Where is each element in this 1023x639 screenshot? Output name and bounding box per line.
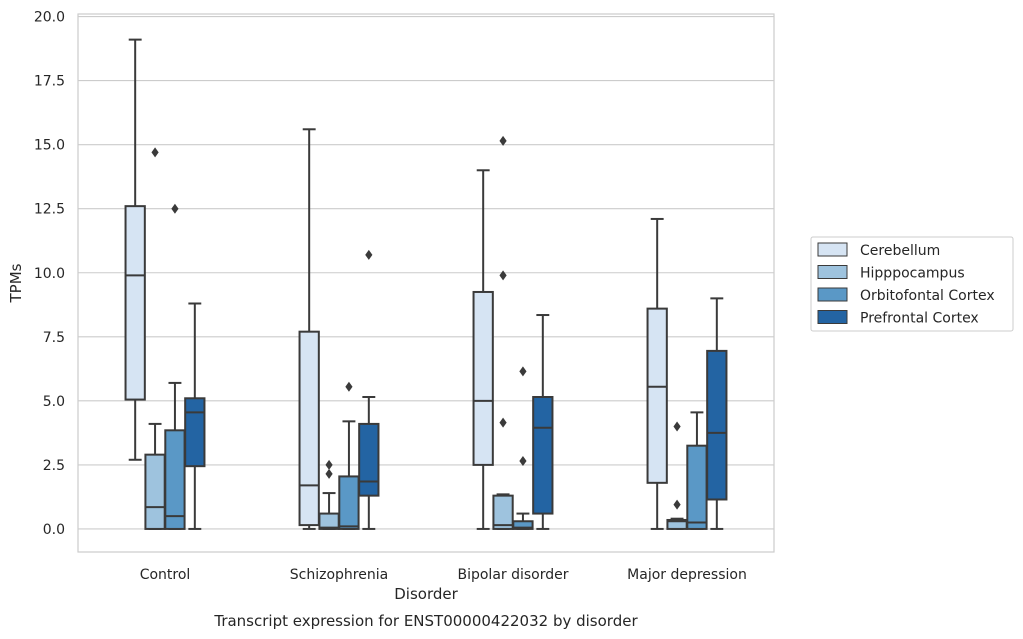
y-tick-label: 15.0 (34, 138, 65, 154)
box-iqr (492, 494, 514, 530)
box-hipppocampus (318, 459, 340, 530)
outlier-point (345, 381, 353, 392)
legend-label: Hipppocampus (860, 266, 965, 282)
y-tick-label: 17.5 (34, 74, 65, 90)
y-tick-label: 5.0 (43, 394, 65, 410)
box-orbitofontal-cortex (686, 411, 708, 530)
x-tick-label: Control (140, 567, 191, 583)
legend: Cerebellum Hipppocampus Orbitofontal Corte… (810, 236, 1014, 332)
outlier-point (171, 203, 179, 214)
box-prefrontal-cortex (706, 297, 728, 530)
outlier-point (499, 270, 507, 281)
legend-label: Prefrontal Cortex (860, 311, 979, 327)
outlier-point (325, 459, 333, 470)
outlier-point (499, 135, 507, 146)
box-cerebellum (124, 38, 146, 461)
box-orbitofontal-cortex (338, 381, 360, 530)
x-tick-labels: Control Schizophrenia Bipolar disorder Majo… (140, 567, 747, 583)
box-iqr (338, 475, 360, 530)
box-cerebellum (298, 128, 320, 530)
outlier-point (325, 468, 333, 479)
legend-swatch (817, 265, 848, 279)
box-iqr (164, 429, 186, 530)
legend-swatch (817, 242, 848, 257)
box-hipppocampus (666, 421, 688, 530)
x-tick-label: Major depression (627, 567, 747, 583)
box-cerebellum (472, 169, 494, 530)
box-cerebellum (646, 217, 668, 530)
y-tick-label: 12.5 (34, 202, 65, 218)
box-iqr (532, 396, 554, 515)
outlier-point (365, 249, 373, 260)
y-tick-label: 2.5 (43, 458, 65, 474)
outlier-point (151, 147, 159, 158)
box-iqr (358, 422, 380, 497)
box-iqr (144, 453, 166, 530)
box-iqr (706, 349, 728, 501)
y-axis-label: TPMs (7, 263, 25, 303)
legend-label: Orbitofontal Cortex (860, 288, 995, 304)
y-tick-label: 20.0 (34, 10, 65, 26)
box-iqr (686, 444, 708, 530)
boxes (124, 38, 728, 530)
box-iqr (184, 397, 206, 468)
box-hipppocampus (492, 135, 514, 530)
outlier-point (673, 421, 681, 432)
box-orbitofontal-cortex (512, 366, 534, 530)
x-tick-label: Schizophrenia (290, 567, 388, 583)
box-iqr (318, 512, 340, 530)
chart-title: Transcript expression for ENST0000042203… (213, 612, 638, 630)
box-iqr (512, 520, 534, 530)
outlier-point (499, 417, 507, 428)
x-axis-label: Disorder (394, 585, 458, 603)
box-prefrontal-cortex (184, 302, 206, 530)
legend-swatch (817, 287, 848, 302)
box-iqr (298, 330, 320, 527)
box-iqr (646, 307, 668, 484)
box-prefrontal-cortex (532, 314, 554, 530)
outlier-point (519, 366, 527, 377)
box-hipppocampus (144, 147, 166, 530)
x-tick-label: Bipolar disorder (457, 567, 568, 583)
legend-swatch (817, 310, 848, 324)
outlier-point (673, 499, 681, 510)
y-tick-label: 7.5 (43, 330, 65, 346)
legend-label: Cerebellum (860, 243, 940, 259)
box-iqr (472, 290, 494, 466)
y-tick-label: 0.0 (43, 522, 65, 538)
y-tick-label: 10.0 (34, 266, 65, 282)
y-tick-labels: 0.0 2.5 5.0 7.5 10.0 12.5 15.0 17.5 20.0 (34, 10, 65, 538)
box-prefrontal-cortex (358, 249, 380, 530)
plot-frame (77, 13, 775, 553)
box-iqr (124, 205, 146, 401)
outlier-point (519, 456, 527, 467)
legend-frame (810, 236, 1014, 332)
box-orbitofontal-cortex (164, 203, 186, 530)
